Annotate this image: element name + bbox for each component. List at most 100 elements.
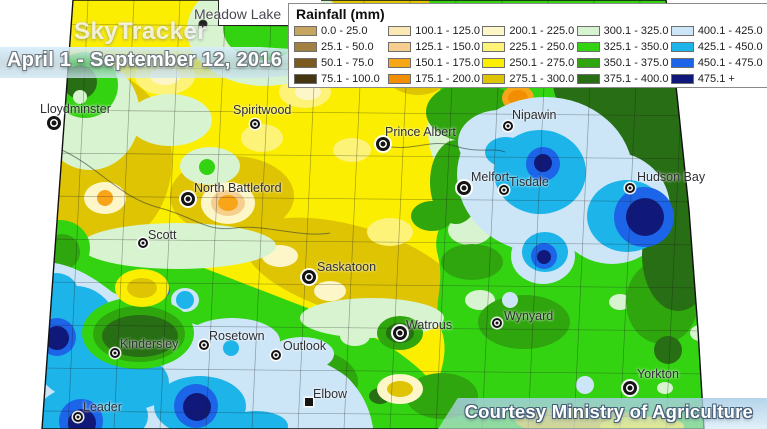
legend-range-label: 275.1 - 300.0 [509,73,575,85]
legend-item: 125.1 - 150.0 [388,39,482,55]
legend-grid: 0.0 - 25.0 25.1 - 50.0 50.1 - 75.0 75.1 … [294,23,765,87]
legend-swatch [482,74,506,84]
legend-range-label: 350.1 - 375.0 [603,57,669,69]
city-marker-saskatoon [302,270,316,284]
city-label-meadow-lake: Meadow Lake [194,6,282,22]
city-label-wynyard: Wynyard [504,309,554,323]
courtesy-banner [438,398,767,429]
legend-item: 300.1 - 325.0 [576,23,671,39]
city-marker-melfort [457,181,471,195]
city-marker-nipawin [503,121,513,131]
city-marker-leader [73,412,83,422]
legend-swatch [482,42,506,52]
legend-range-label: 475.1 + [697,73,735,85]
legend-swatch [388,58,412,68]
city-marker-scott [138,238,148,248]
legend-column-yellows: 200.1 - 225.0 225.1 - 250.0 250.1 - 275.… [482,23,576,87]
legend-item: 0.0 - 25.0 [294,23,388,39]
rainfall-legend: Rainfall (mm) 0.0 - 25.0 25.1 - 50.0 50.… [288,3,767,88]
legend-item: 400.1 - 425.0 [670,23,765,39]
city-marker-kindersley [110,348,120,358]
legend-column-blues: 400.1 - 425.0 425.1 - 450.0 450.1 - 475.… [670,23,765,87]
legend-swatch [670,74,694,84]
legend-range-label: 50.1 - 75.0 [321,57,374,69]
city-marker-prince-albert [376,137,390,151]
legend-column-browns: 0.0 - 25.0 25.1 - 50.0 50.1 - 75.0 75.1 … [294,23,388,87]
city-marker-watrous [393,326,407,340]
legend-range-label: 250.1 - 275.0 [509,57,575,69]
legend-range-label: 325.1 - 350.0 [603,41,669,53]
legend-title: Rainfall (mm) [296,6,385,22]
legend-range-label: 175.1 - 200.0 [415,73,481,85]
legend-range-label: 300.1 - 325.0 [603,25,669,37]
legend-item: 375.1 - 400.0 [576,71,671,87]
legend-item: 25.1 - 50.0 [294,39,388,55]
city-marker-tisdale [499,185,509,195]
city-label-tisdale: Tisdale [509,175,549,189]
legend-swatch [294,42,317,52]
city-label-spiritwood: Spiritwood [233,103,292,117]
legend-range-label: 0.0 - 25.0 [321,25,368,37]
legend-swatch [670,26,694,36]
legend-item: 325.1 - 350.0 [576,39,671,55]
legend-swatch [294,26,317,36]
legend-swatch [576,58,600,68]
city-marker-yorkton [623,381,637,395]
legend-range-label: 200.1 - 225.0 [509,25,575,37]
legend-item: 75.1 - 100.0 [294,71,388,87]
city-label-scott: Scott [148,228,177,242]
legend-swatch [294,58,317,68]
legend-range-label: 425.1 - 450.0 [697,41,763,53]
legend-swatch [576,74,600,84]
legend-range-label: 375.1 - 400.0 [603,73,669,85]
city-marker-wynyard [492,318,502,328]
legend-swatch [388,42,412,52]
city-label-watrous: Watrous [406,318,453,332]
city-marker-hudson-bay [625,183,635,193]
legend-swatch [388,74,412,84]
legend-swatch [482,58,506,68]
city-marker-north-battleford [181,192,195,206]
legend-item: 200.1 - 225.0 [482,23,576,39]
city-label-kindersley: Kindersley [120,337,179,351]
legend-swatch [482,26,506,36]
legend-item: 450.1 - 475.0 [670,55,765,71]
city-marker-spiritwood [250,119,260,129]
legend-swatch [576,26,600,36]
city-label-saskatoon: Saskatoon [317,260,377,274]
legend-item: 350.1 - 375.0 [576,55,671,71]
legend-range-label: 450.1 - 475.0 [697,57,763,69]
legend-range-label: 100.1 - 125.0 [415,25,481,37]
city-marker-rosetown [199,340,209,350]
legend-column-oranges: 100.1 - 125.0 125.1 - 150.0 150.1 - 175.… [388,23,482,87]
city-marker-elbow [305,398,313,406]
legend-item: 475.1 + [670,71,765,87]
courtesy-text: Courtesy Ministry of Agriculture [464,401,753,422]
legend-swatch [670,58,694,68]
city-label-rosetown: Rosetown [209,329,265,343]
city-label-hudson-bay: Hudson Bay [637,170,706,184]
city-label-melfort: Melfort [471,170,510,184]
legend-range-label: 400.1 - 425.0 [697,25,763,37]
city-label-leader: Leader [83,400,122,414]
legend-item: 425.1 - 450.0 [670,39,765,55]
legend-range-label: 25.1 - 50.0 [321,41,374,53]
legend-item: 225.1 - 250.0 [482,39,576,55]
legend-item: 175.1 - 200.0 [388,71,482,87]
legend-column-greens: 300.1 - 325.0 325.1 - 350.0 350.1 - 375.… [576,23,671,87]
legend-range-label: 150.1 - 175.0 [415,57,481,69]
legend-item: 275.1 - 300.0 [482,71,576,87]
river-lines [61,142,506,235]
city-label-prince-albert: Prince Albert [385,125,456,139]
city-label-outlook: Outlook [283,339,327,353]
city-label-elbow: Elbow [313,387,348,401]
legend-range-label: 75.1 - 100.0 [321,73,380,85]
legend-swatch [576,42,600,52]
legend-swatch [670,42,694,52]
city-marker-lloydminster [47,116,61,130]
legend-swatch [388,26,412,36]
legend-item: 50.1 - 75.0 [294,55,388,71]
legend-swatch [294,74,317,84]
legend-item: 150.1 - 175.0 [388,55,482,71]
